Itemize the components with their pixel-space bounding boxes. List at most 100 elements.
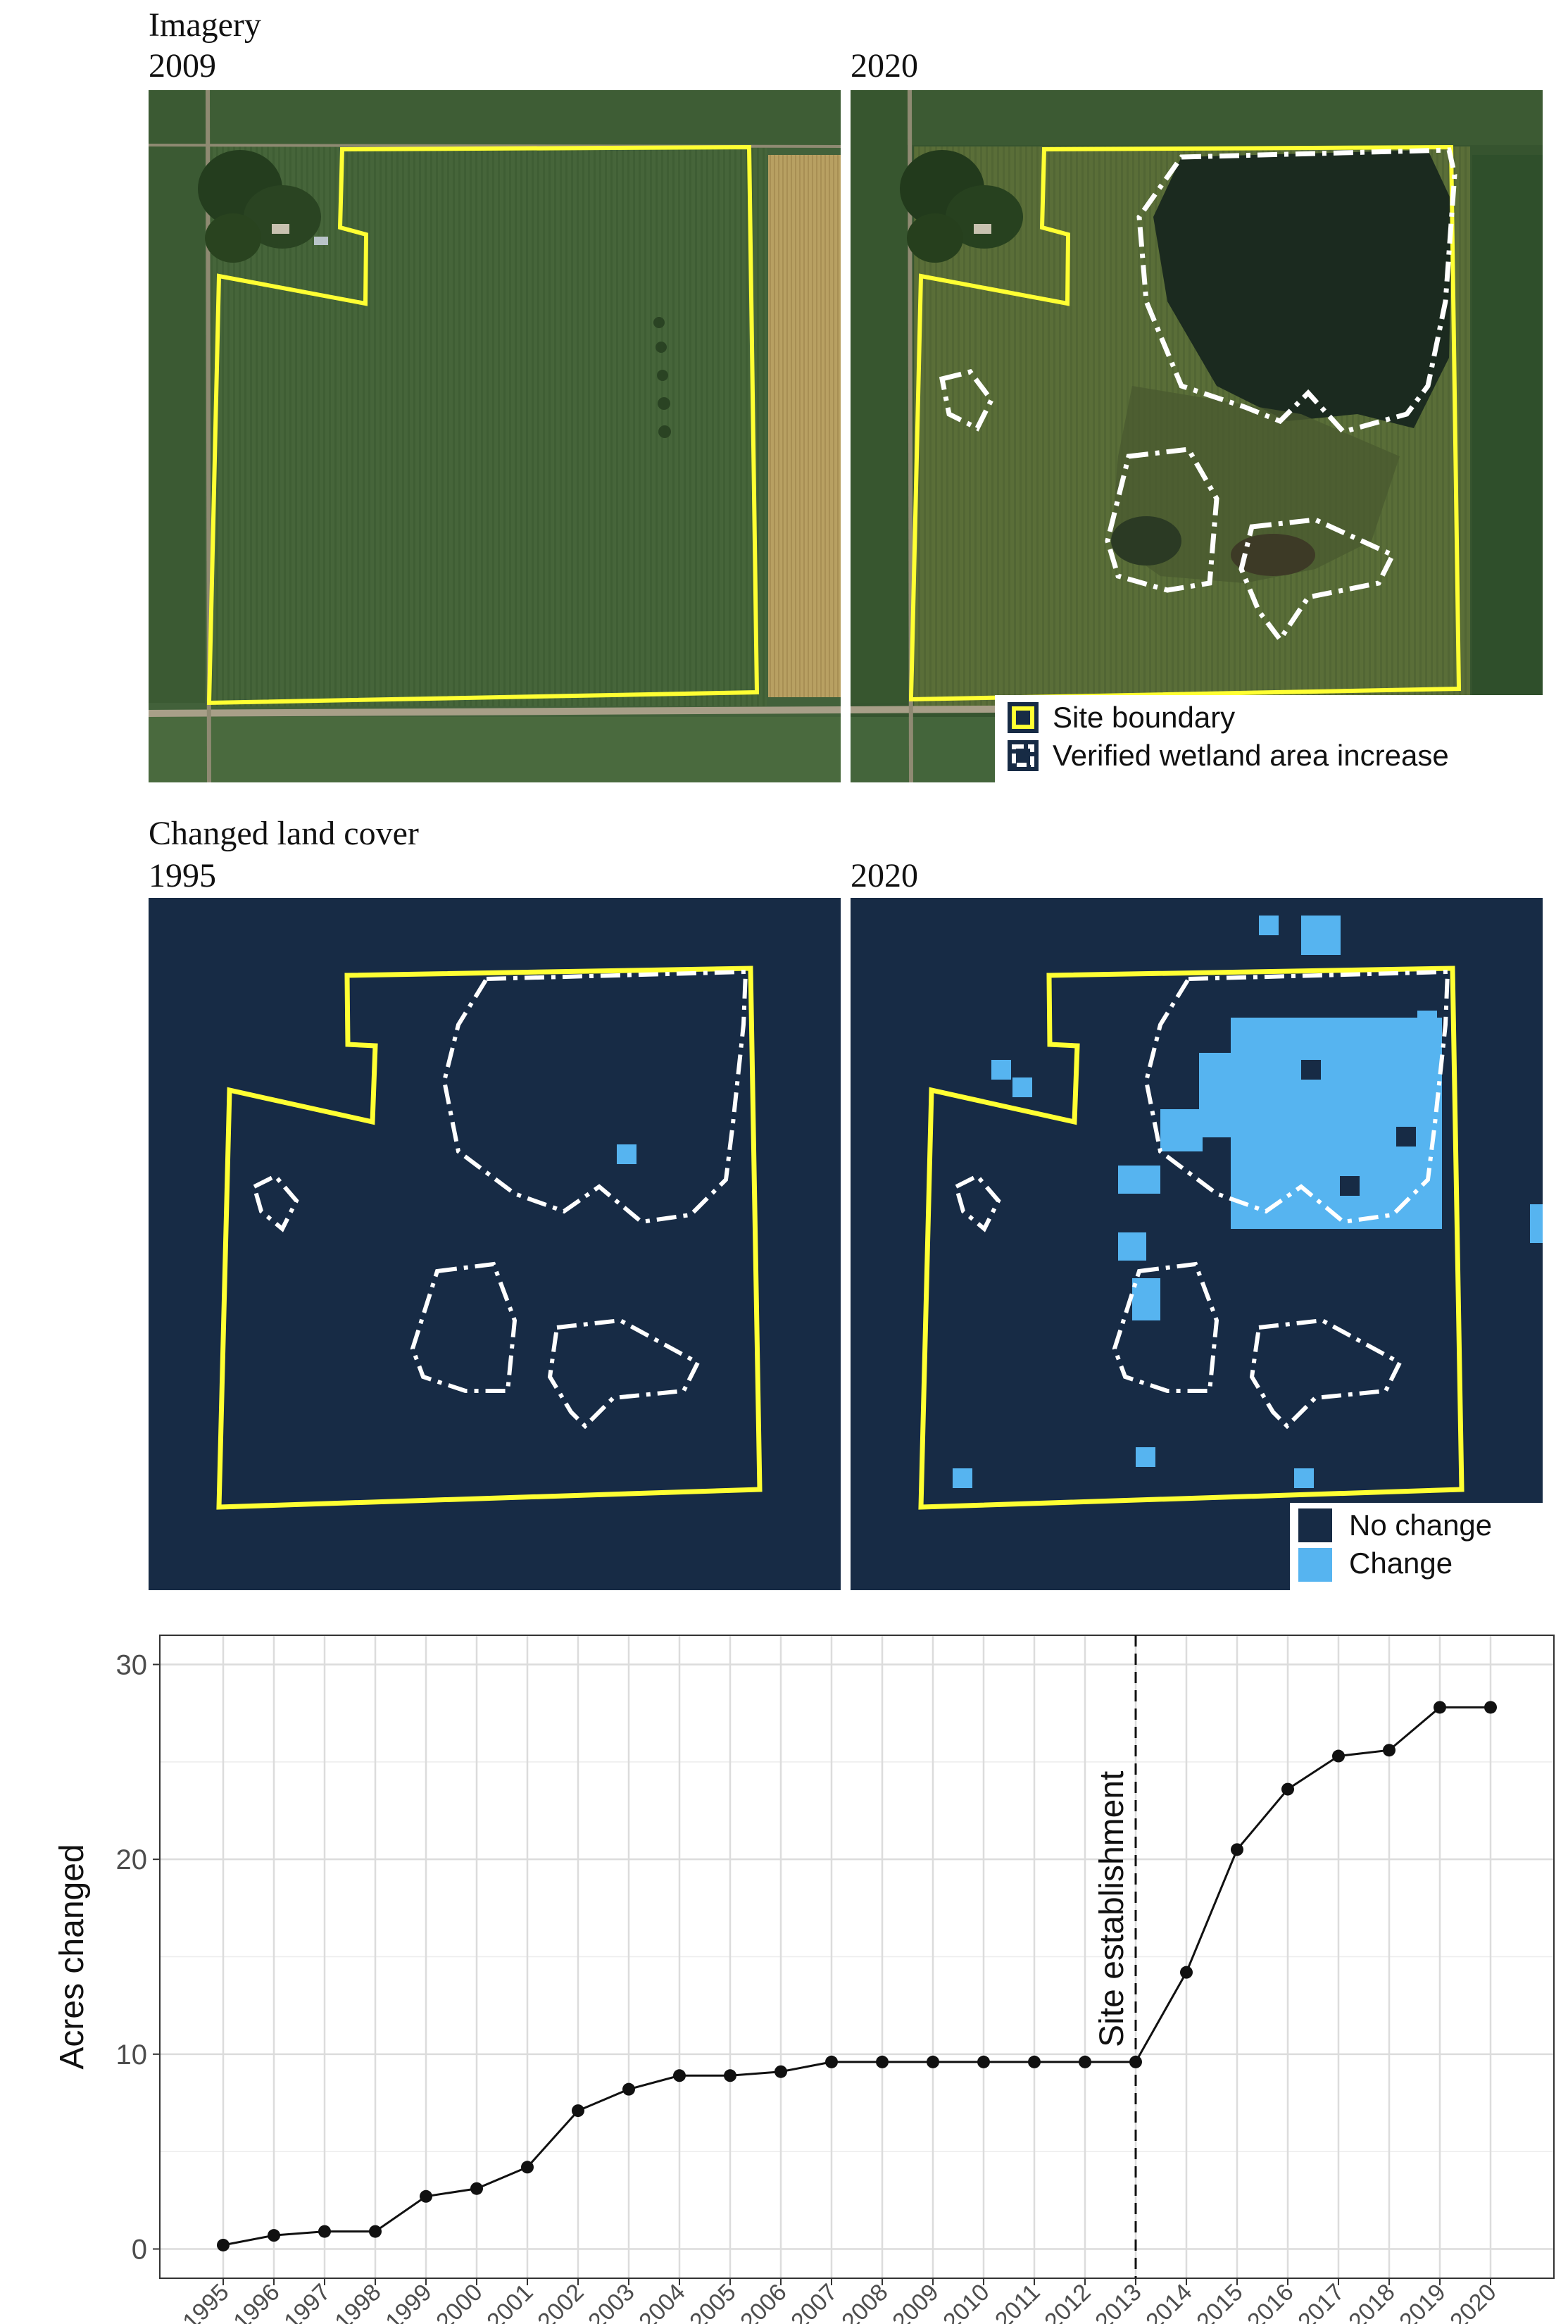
x-tick-label: 1999 <box>380 2279 437 2324</box>
legend-no-change-swatch <box>1298 1508 1332 1542</box>
data-point <box>1231 1843 1243 1856</box>
x-tick-label: 2008 <box>836 2279 893 2324</box>
legend-change-swatch <box>1298 1548 1332 1582</box>
data-point <box>217 2238 230 2251</box>
verified-wetland-outlines <box>251 969 748 1430</box>
data-point <box>622 2082 635 2096</box>
left-strip-field <box>149 90 205 703</box>
legend-change-label: Change <box>1349 1547 1453 1580</box>
x-tick-label: 2006 <box>735 2279 791 2324</box>
landcover-title: Changed land cover <box>149 815 419 852</box>
site-establishment-label: Site establishment <box>1093 1771 1131 2047</box>
x-tick-label: 2014 <box>1141 2279 1197 2324</box>
data-point <box>724 2069 736 2082</box>
x-tick-label: 2005 <box>684 2279 741 2324</box>
site-boundary-2020-landcover <box>918 966 1464 1510</box>
data-point <box>572 2104 584 2118</box>
site-boundary-1995 <box>216 966 763 1510</box>
no-change-background <box>149 898 841 1590</box>
top-strip-field <box>205 90 841 145</box>
x-tick-label: 2000 <box>431 2279 487 2324</box>
legend-site-boundary-label: Site boundary <box>1053 701 1236 734</box>
x-tick-label: 2002 <box>532 2279 589 2324</box>
landcover-1995-map <box>149 898 841 1590</box>
data-point <box>876 2055 889 2068</box>
data-point <box>1129 2055 1142 2068</box>
x-tick-label: 2004 <box>634 2279 690 2324</box>
x-tick-label: 2015 <box>1191 2279 1248 2324</box>
y-tick-label: 30 <box>116 1650 148 1681</box>
y-tick-label: 0 <box>132 2235 147 2266</box>
data-point <box>673 2069 686 2082</box>
verified-wetland-outlines <box>953 969 1450 1430</box>
x-tick-label: 1995 <box>177 2279 234 2324</box>
x-tick-label: 2020 <box>1445 2279 1501 2324</box>
x-tick-label: 2010 <box>938 2279 994 2324</box>
data-point <box>927 2055 939 2068</box>
right-strip-field <box>1472 155 1543 704</box>
landcover-legend: No change Change <box>1290 1503 1543 1590</box>
x-tick-label: 2011 <box>990 2279 1046 2324</box>
x-tick-label: 2012 <box>1039 2279 1096 2324</box>
top-strip-field <box>907 90 1543 145</box>
imagery-left-year: 2009 <box>149 47 216 85</box>
data-point <box>1434 1701 1446 1714</box>
tan-crop-field <box>768 155 841 697</box>
data-point <box>369 2225 382 2238</box>
legend-wetland-label: Verified wetland area increase <box>1053 739 1449 772</box>
data-point <box>1383 1744 1395 1757</box>
data-point <box>774 2065 787 2078</box>
data-point <box>268 2229 280 2242</box>
tree-row <box>653 317 671 438</box>
imagery-legend: Site boundary Verified wetland area incr… <box>995 695 1543 782</box>
verified-wetland-outlines <box>939 147 1457 644</box>
imagery-2020-map <box>851 90 1543 782</box>
data-point <box>825 2055 838 2068</box>
bottom-strip-field <box>149 717 841 782</box>
site-boundary-2020 <box>908 144 1462 702</box>
data-point <box>470 2182 483 2195</box>
x-tick-label: 2009 <box>887 2279 943 2324</box>
imagery-title: Imagery <box>149 6 261 44</box>
no-change-holes <box>1301 1060 1416 1196</box>
y-tick-label: 20 <box>116 1844 148 1875</box>
x-tick-label: 2019 <box>1394 2279 1450 2324</box>
change-pixel <box>617 1144 636 1164</box>
data-point <box>1332 1749 1345 1763</box>
x-tick-label: 2013 <box>1090 2279 1146 2324</box>
acres-changed-chart: 0102030199519961997199819992000200120022… <box>54 1635 1555 2324</box>
x-tick-label: 1998 <box>330 2279 386 2324</box>
x-tick-label: 2018 <box>1343 2279 1400 2324</box>
data-point <box>318 2225 331 2238</box>
data-point <box>1079 2055 1091 2068</box>
imagery-2009-map <box>149 90 841 782</box>
data-point <box>1281 1782 1294 1796</box>
x-tick-label: 1996 <box>228 2279 284 2324</box>
y-axis-label: Acres changed <box>54 1844 91 2069</box>
gridlines <box>160 1635 1554 2278</box>
data-point <box>521 2161 534 2174</box>
wet-vegetation <box>1111 386 1400 583</box>
site-boundary-2009 <box>206 144 760 706</box>
legend-no-change-label: No change <box>1349 1508 1493 1542</box>
landcover-left-year: 1995 <box>149 857 216 894</box>
left-strip-field <box>851 90 907 703</box>
series-line <box>222 1706 1491 2247</box>
farmstead-trees <box>900 150 1023 263</box>
open-water <box>1153 150 1453 428</box>
x-tick-label: 2001 <box>482 2279 538 2324</box>
road-horizontal <box>149 706 841 717</box>
landcover-2020-map <box>851 898 1543 1590</box>
imagery-right-year: 2020 <box>851 47 918 85</box>
pond-south <box>1111 516 1181 566</box>
pond-southeast <box>1231 534 1315 576</box>
data-point <box>977 2055 990 2068</box>
x-tick-label: 2017 <box>1293 2279 1349 2324</box>
x-tick-label: 1997 <box>279 2279 335 2324</box>
x-tick-label: 2007 <box>786 2279 842 2324</box>
x-tick-label: 2003 <box>583 2279 639 2324</box>
yellow-square-icon <box>1008 702 1039 733</box>
data-point <box>1028 2055 1041 2068</box>
landcover-right-year: 2020 <box>851 857 918 894</box>
change-pixels <box>953 916 1543 1488</box>
